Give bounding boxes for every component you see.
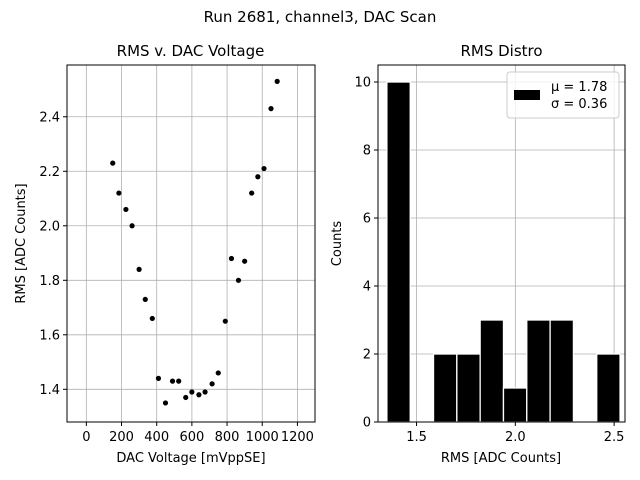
data-point	[242, 258, 248, 264]
histogram-bars	[386, 81, 621, 423]
data-point	[136, 266, 142, 272]
histogram-bar	[479, 319, 505, 423]
data-point	[169, 378, 176, 384]
scatter-panel: RMS v. DAC Voltage 0 200 400 600 800 1000 1200…	[14, 42, 316, 466]
histogram-xlabel: RMS [ADC Counts]	[441, 451, 561, 466]
scatter-frame	[66, 64, 316, 423]
legend-sigma: σ = 0.36	[551, 97, 607, 112]
y-tick-label: 6	[363, 212, 371, 227]
data-point	[129, 223, 135, 229]
histogram-bar	[596, 353, 621, 423]
legend-mean: μ = 1.78	[551, 80, 607, 95]
x-tick-label: 0	[82, 430, 90, 445]
data-point	[123, 206, 129, 213]
x-tick-label: 200	[109, 430, 134, 445]
y-tick-label: 2.0	[39, 219, 60, 234]
histogram-frame	[377, 64, 626, 423]
y-tick-label: 2	[363, 348, 371, 363]
y-tick-label: 10	[354, 76, 371, 91]
data-point	[261, 165, 267, 172]
x-tick-label: 1200	[281, 430, 314, 445]
data-point	[189, 389, 195, 395]
data-point	[202, 389, 208, 395]
data-point	[162, 400, 169, 406]
histogram-bar	[526, 319, 551, 423]
legend-swatch	[514, 90, 540, 100]
y-tick-label: 1.6	[39, 328, 60, 343]
y-tick-label: 8	[363, 144, 371, 159]
x-tick-label: 800	[215, 430, 240, 445]
histogram-panel: RMS Distro 1.5 2.0 2.5 0 2 4 6 8 10 RMS [ADC Cou…	[330, 42, 626, 466]
y-tick-label: 4	[363, 280, 371, 295]
data-point	[116, 190, 122, 196]
x-tick-label: 400	[144, 430, 169, 445]
data-point	[249, 190, 255, 196]
histogram-bar	[549, 319, 575, 423]
histogram-bar	[456, 353, 481, 423]
y-tick-label: 2.4	[39, 110, 60, 125]
x-tick-label: 600	[179, 430, 204, 445]
histogram-bar	[502, 387, 528, 423]
data-point	[215, 370, 221, 376]
data-point	[149, 315, 155, 322]
data-point	[268, 106, 274, 112]
scatter-xlabel: DAC Voltage [mVppSE]	[116, 451, 265, 466]
figure-title: Run 2681, channel3, DAC Scan	[204, 8, 437, 26]
histogram-bar	[432, 353, 458, 423]
x-tick-label: 2.0	[505, 430, 526, 445]
legend-box	[506, 71, 620, 119]
data-point	[235, 277, 242, 283]
data-point	[196, 392, 202, 398]
data-point	[155, 375, 162, 381]
histogram-title: RMS Distro	[460, 42, 542, 60]
x-tick-label: 2.5	[604, 430, 625, 445]
data-point	[274, 78, 280, 84]
data-point	[110, 160, 116, 166]
y-tick-label: 1.8	[39, 274, 60, 289]
data-point	[255, 174, 261, 180]
data-point	[142, 296, 148, 302]
scatter-grid	[67, 65, 315, 422]
data-point	[183, 394, 189, 401]
scatter-ticks: 0 200 400 600 800 1000 1200 1.4 1.6 1.8 2.0 2.2 2.4	[39, 110, 314, 445]
data-point	[209, 381, 215, 387]
x-tick-label: 1.5	[406, 430, 427, 445]
data-point	[176, 378, 182, 384]
scatter-title: RMS v. DAC Voltage	[117, 42, 265, 60]
data-point	[228, 255, 235, 262]
data-point	[222, 318, 228, 324]
y-tick-label: 1.4	[39, 383, 60, 398]
histogram-legend: μ = 1.78 σ = 0.36	[506, 71, 620, 119]
y-tick-label: 2.2	[39, 165, 60, 180]
scatter-ylabel: RMS [ADC Counts]	[14, 183, 29, 303]
histogram-ylabel: Counts	[330, 221, 345, 267]
histogram-ticks: 1.5 2.0 2.5 0 2 4 6 8 10	[354, 76, 624, 446]
x-tick-label: 1000	[246, 430, 279, 445]
histogram-bar	[386, 81, 411, 423]
y-tick-label: 0	[363, 416, 371, 431]
scatter-points	[110, 78, 280, 406]
